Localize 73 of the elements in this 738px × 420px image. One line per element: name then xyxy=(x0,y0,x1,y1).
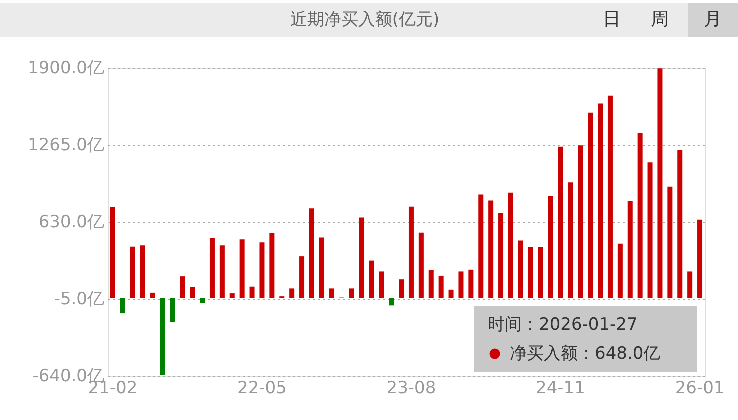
bar xyxy=(438,276,444,298)
bar xyxy=(389,298,394,306)
bar xyxy=(290,288,295,298)
bar xyxy=(518,240,524,298)
bar xyxy=(150,292,156,298)
bar xyxy=(230,294,235,298)
x-tick-label: 22-05 xyxy=(238,378,287,398)
bar xyxy=(120,298,126,314)
bar xyxy=(538,247,544,298)
bar xyxy=(408,206,414,298)
bar xyxy=(588,112,594,298)
bar xyxy=(300,256,305,298)
bar xyxy=(578,146,584,298)
bar xyxy=(678,150,683,298)
bar xyxy=(190,287,196,298)
bar xyxy=(200,298,206,304)
bar xyxy=(658,68,663,298)
bar xyxy=(668,186,673,298)
chart-title: 近期净买入额(亿元) xyxy=(290,10,440,30)
bar xyxy=(598,104,604,298)
bar xyxy=(638,133,643,298)
bar xyxy=(458,272,464,298)
bar xyxy=(468,270,474,298)
bar xyxy=(250,286,255,298)
legend-label: 净买入额 xyxy=(510,344,578,364)
x-tick-label: 23-08 xyxy=(386,378,436,398)
bar xyxy=(488,200,494,298)
bar xyxy=(428,270,434,298)
annotation: ：648.0亿 xyxy=(578,344,661,364)
bar xyxy=(568,182,574,298)
bar xyxy=(379,272,384,298)
bar xyxy=(319,238,324,298)
bar xyxy=(628,201,633,298)
bar xyxy=(608,96,613,298)
text: 月 xyxy=(704,9,722,30)
bar xyxy=(160,298,166,376)
bar xyxy=(698,220,703,298)
text: 周 xyxy=(651,9,669,30)
bar xyxy=(508,192,514,298)
bar xyxy=(498,214,504,298)
bar xyxy=(448,290,454,298)
y-tick-label: 1900.0亿 xyxy=(28,58,104,78)
text: 日 xyxy=(603,9,621,30)
bar xyxy=(478,194,484,298)
bar xyxy=(399,280,404,298)
bar xyxy=(369,260,374,298)
bar xyxy=(260,242,265,298)
bar xyxy=(180,276,186,298)
bar xyxy=(240,240,245,298)
bar xyxy=(210,238,215,298)
bar xyxy=(309,208,314,298)
annotation: 时间：2026-01-27 xyxy=(488,315,638,335)
bar xyxy=(688,272,693,298)
bar xyxy=(349,288,354,298)
bar xyxy=(170,298,176,322)
bar xyxy=(648,162,653,298)
x-tick-label: 24-11 xyxy=(536,378,586,398)
bar xyxy=(140,246,146,298)
bar xyxy=(110,207,116,298)
y-tick-label: -5.0亿 xyxy=(54,290,104,310)
bar xyxy=(618,244,623,298)
bar xyxy=(270,234,275,298)
bar xyxy=(418,232,424,298)
bar xyxy=(359,218,364,298)
x-tick-label: 26-01 xyxy=(675,378,725,398)
bar xyxy=(558,146,564,298)
bar xyxy=(130,246,136,298)
bar xyxy=(548,196,554,298)
y-tick-label: 1265.0亿 xyxy=(28,136,104,156)
bar xyxy=(528,247,534,298)
bar xyxy=(329,288,334,298)
y-tick-label: 630.0亿 xyxy=(38,212,104,232)
bar xyxy=(220,246,225,298)
